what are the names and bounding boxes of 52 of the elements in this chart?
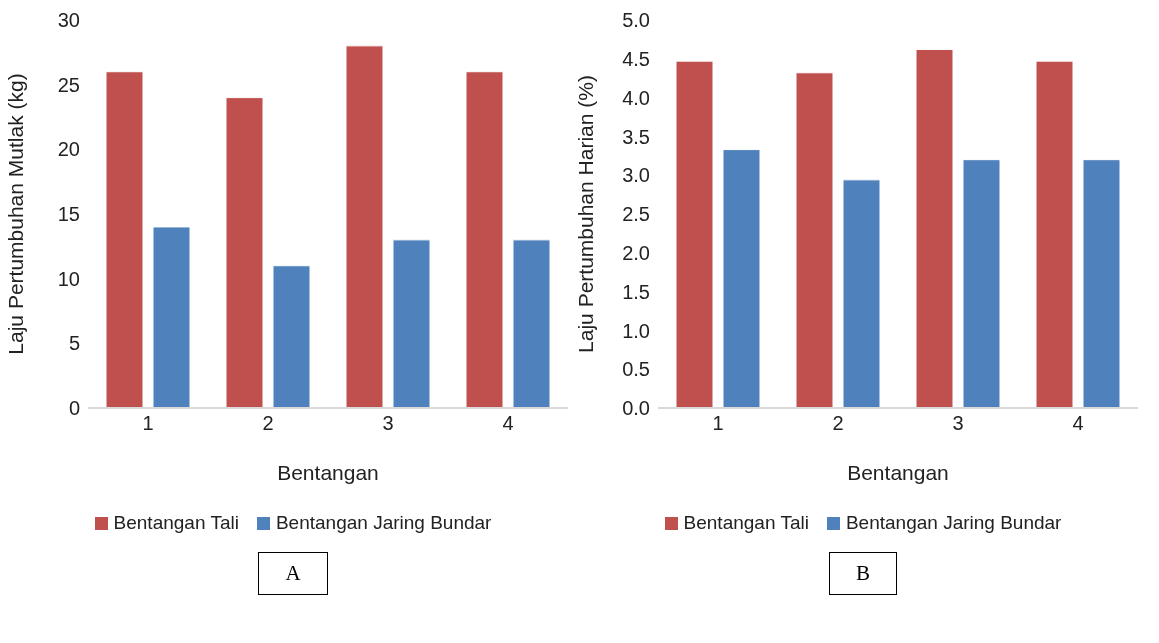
y-tick-label: 20 (57, 138, 80, 161)
y-tick-label: 15 (57, 203, 80, 226)
y-tick-label: 1.0 (622, 319, 650, 342)
y-axis-title: Laju Pertumbuhan Harian (%) (574, 75, 598, 353)
bar (105, 71, 144, 408)
legend-label: Bentangan Jaring Bundar (275, 512, 492, 534)
y-tick-label: 0 (68, 397, 80, 420)
bar (392, 239, 431, 408)
x-tick-label: 2 (832, 412, 844, 435)
y-tick-label: 3.5 (622, 125, 650, 148)
text: A (258, 552, 328, 595)
bar (1082, 159, 1121, 408)
y-tick-label: 0.5 (622, 358, 650, 381)
bar (962, 159, 1001, 408)
bar (795, 72, 834, 408)
bar (915, 48, 954, 408)
bar (272, 265, 311, 408)
y-tick-label: 4.5 (622, 47, 650, 70)
y-tick-label: 0.0 (622, 397, 650, 420)
y-tick-label: 1.5 (622, 280, 650, 303)
x-axis-title: Bentangan (847, 461, 949, 484)
x-tick-label: 4 (1072, 412, 1084, 435)
bar (842, 179, 881, 408)
legend-label: Bentangan Jaring Bundar (845, 512, 1062, 534)
x-tick-label: 2 (262, 412, 274, 435)
x-tick-label: 4 (502, 412, 514, 435)
bar (345, 45, 384, 408)
x-axis-title: Bentangan (277, 461, 379, 484)
bar (225, 97, 264, 408)
bar (675, 60, 714, 408)
y-tick-label: 3.0 (622, 164, 650, 187)
x-tick-label: 1 (142, 412, 154, 435)
x-tick-label: 1 (712, 412, 724, 435)
bar (152, 226, 191, 408)
y-axis-title: Laju Pertumbuhan Mutlak (kg) (4, 73, 28, 355)
legend-label: Bentangan Tali (683, 512, 809, 534)
x-tick-label: 3 (382, 412, 394, 435)
text: B (828, 552, 897, 595)
y-tick-label: 2.0 (622, 241, 650, 264)
y-tick-label: 5.0 (622, 9, 650, 32)
y-tick-label: 5 (68, 332, 80, 355)
x-tick-label: 3 (952, 412, 964, 435)
y-tick-label: 10 (57, 267, 80, 290)
y-tick-label: 4.0 (622, 86, 650, 109)
bar (1035, 60, 1074, 408)
bar (722, 149, 761, 408)
y-tick-label: 2.5 (622, 203, 650, 226)
y-tick-label: 25 (57, 73, 80, 96)
bar (465, 71, 504, 408)
bar (512, 239, 551, 408)
y-tick-label: 30 (57, 9, 80, 32)
legend-label: Bentangan Tali (113, 512, 239, 534)
